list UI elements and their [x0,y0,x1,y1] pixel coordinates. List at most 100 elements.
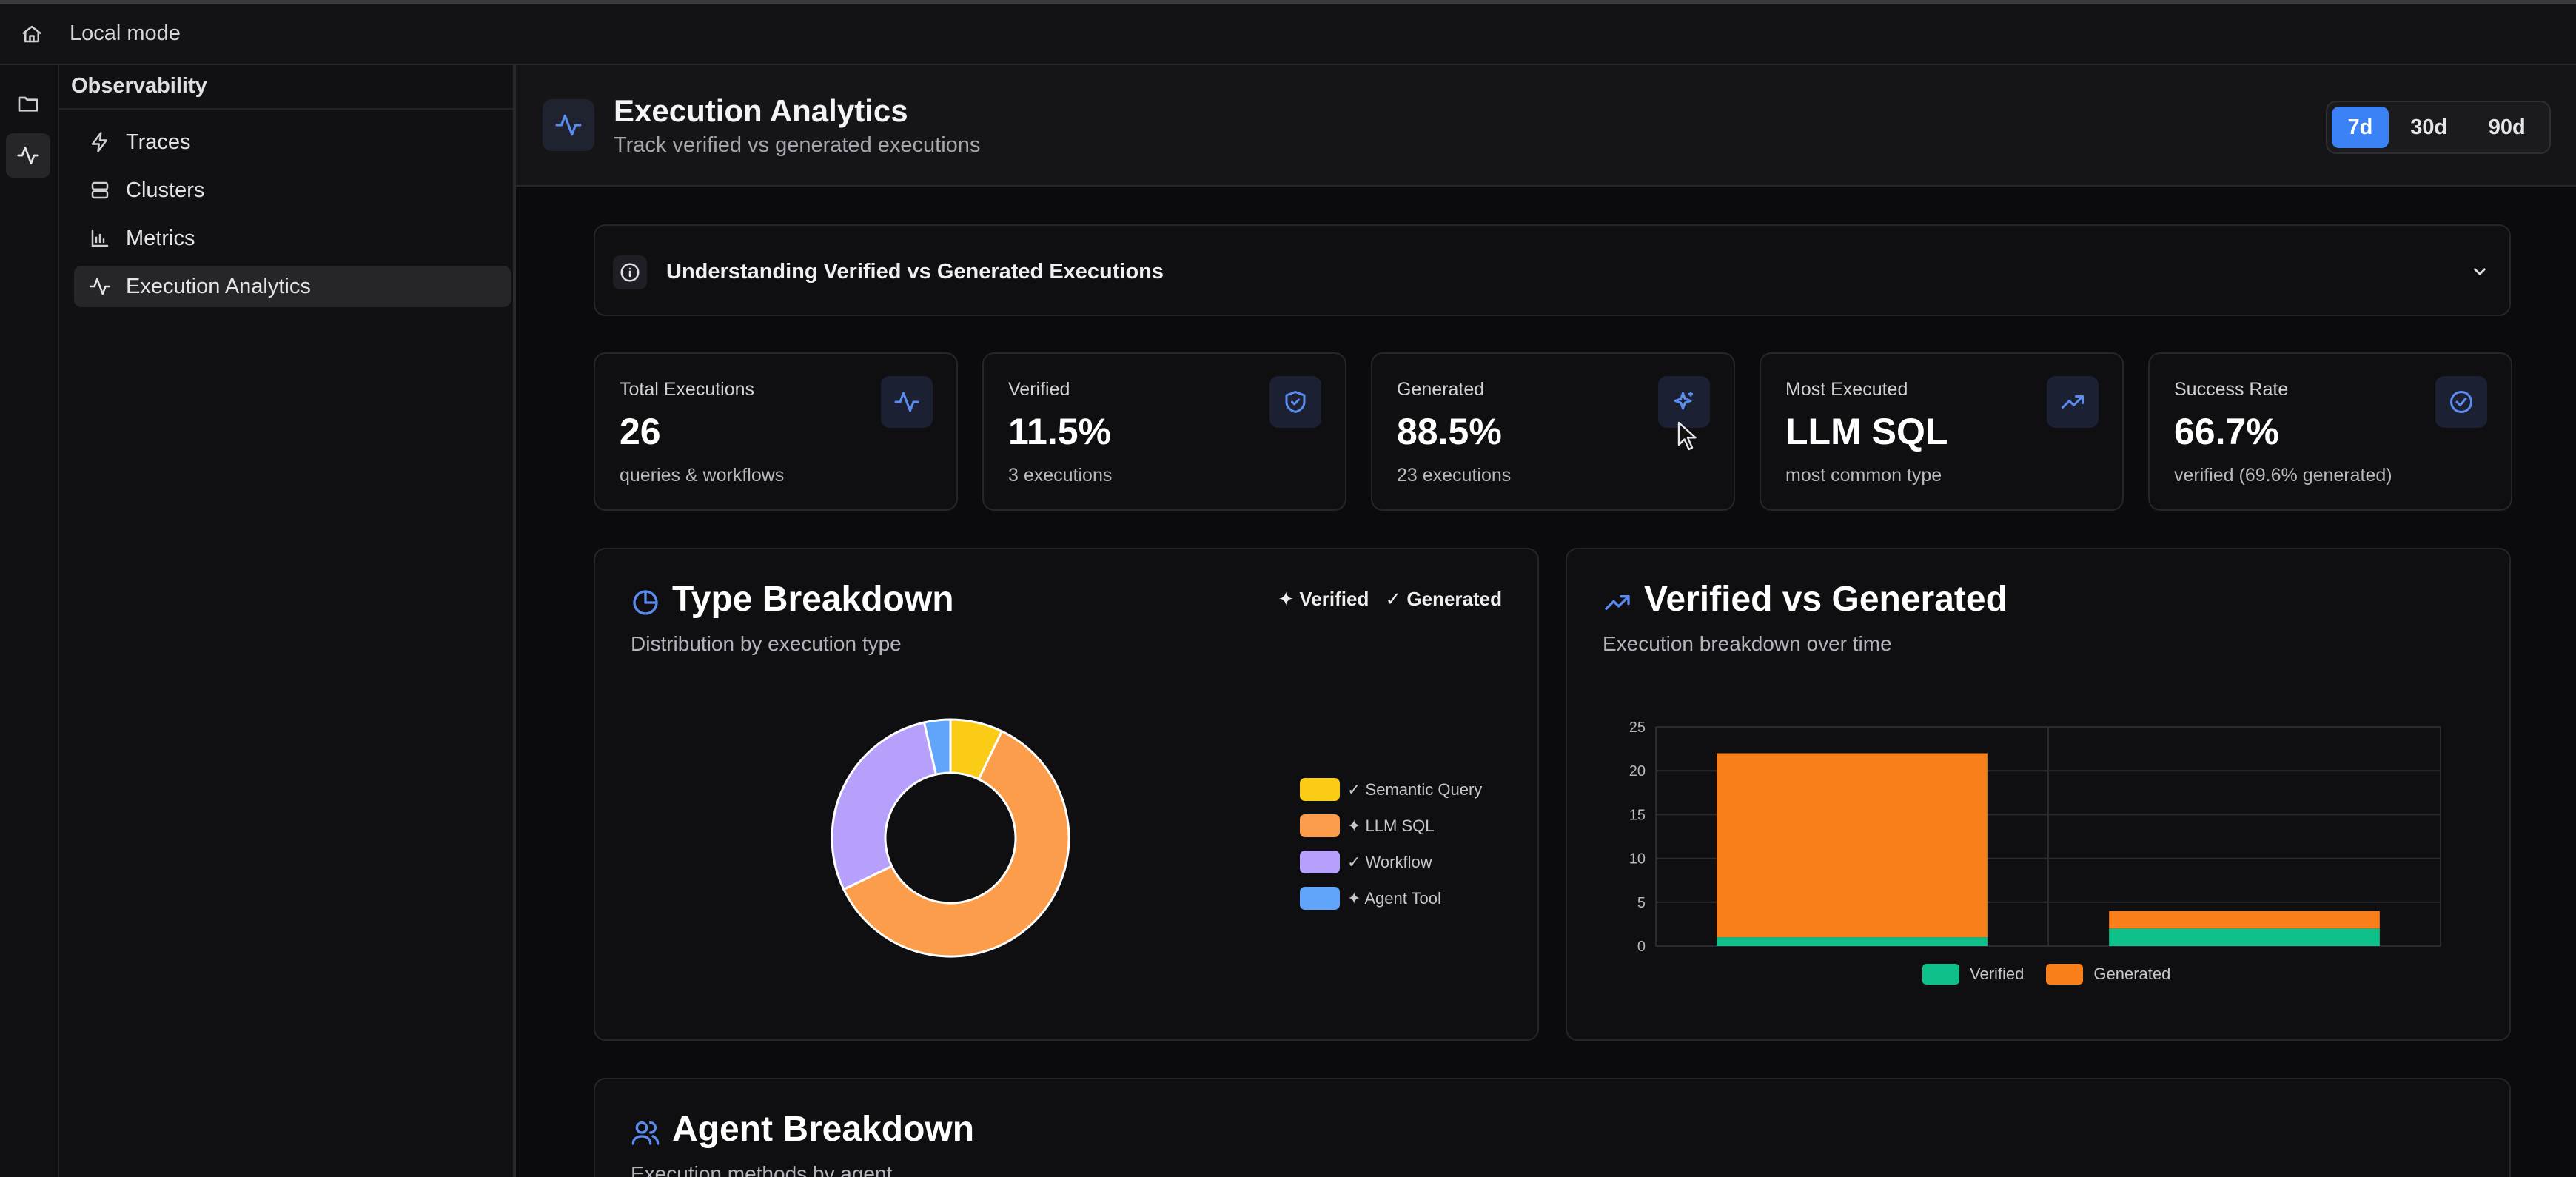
stat-subtext: most common type [1785,465,1942,486]
sparkles-icon [1658,376,1710,428]
stat-card-most-executed: Most Executed LLM SQL most common type [1760,352,2124,511]
legend-label[interactable]: Generated [2093,965,2171,983]
users-icon [629,1116,662,1149]
legend-label: ✓ Semantic Query [1347,779,1483,799]
sidebar-item-label: Clusters [126,178,205,202]
bar-legend: Verified Generated [1922,964,2170,985]
bar-segment-verified[interactable] [1717,937,1988,946]
sidebar-item-label: Traces [126,130,191,154]
stat-card-success-rate: Success Rate 66.7% verified (69.6% gener… [2148,352,2512,511]
method-legend: ✦ Verified ✓ Generated [1278,588,1502,611]
range-90d-button[interactable]: 90d [2488,115,2526,139]
range-7d-button[interactable]: 7d [2332,107,2389,148]
stat-value: 11.5% [1008,411,1112,452]
shield-check-icon [1269,376,1321,428]
bar-chart-icon [86,224,114,252]
sidebar-item-traces[interactable]: Traces [74,121,555,163]
activity-icon [881,376,933,428]
mouse-cursor-icon [1677,421,1697,451]
y-tick-label: 0 [1637,939,1646,955]
time-range-selector: 7d 30d 90d [2326,101,2551,154]
stat-label: Generated [1397,379,1485,400]
top-bar: Local mode [0,0,2576,65]
info-accordion-title: Understanding Verified vs Generated Exec… [666,260,1164,284]
legend-label: ✦ LLM SQL [1347,816,1435,835]
legend-label[interactable]: Verified [1970,965,2025,983]
y-tick-label: 20 [1629,763,1646,779]
page-subtitle: Track verified vs generated executions [614,133,981,157]
legend-generated: ✓ Generated [1385,588,1502,610]
trending-up-icon [1601,586,1634,619]
stat-label: Most Executed [1785,379,1908,400]
stat-subtext: queries & workflows [620,465,785,486]
stat-card-verified: Verified 11.5% 3 executions [982,352,1346,511]
sidebar: Observability Traces Clusters Metrics Ex… [59,65,516,1177]
activity-icon [86,272,114,301]
verified-vs-generated-panel: Verified vs Generated Execution breakdow… [1566,548,2511,1041]
range-30d-button[interactable]: 30d [2410,115,2448,139]
donut-legend: ✓ Semantic Query ✦ LLM SQL ✓ Workflow ✦ Age… [1300,771,1482,916]
pie-chart-icon [629,586,662,619]
legend-verified: ✦ Verified [1278,588,1369,610]
stat-value: 26 [620,411,661,452]
page-title: Execution Analytics [614,93,908,128]
legend-swatch [1922,964,1959,985]
stat-label: Verified [1008,379,1070,400]
stat-label: Total Executions [620,379,755,400]
home-icon[interactable] [16,19,47,50]
legend-swatch [1300,814,1340,837]
legend-item[interactable]: ✓ Semantic Query [1300,771,1482,808]
stat-subtext: 23 executions [1397,465,1512,486]
mode-label: Local mode [70,21,181,45]
panel-subtitle: Execution methods by agent [631,1162,893,1177]
panel-title: Type Breakdown [672,580,954,619]
donut-slice[interactable] [831,721,938,891]
legend-swatch [1300,851,1340,873]
legend-swatch [2046,964,2084,985]
divider [59,108,513,110]
type-breakdown-panel: Type Breakdown Distribution by execution… [594,548,1539,1041]
legend-item[interactable]: ✓ Workflow [1300,844,1482,880]
legend-item[interactable]: ✦ Agent Tool [1300,880,1482,916]
bar-segment-generated[interactable] [1717,753,1988,938]
stat-subtext: 3 executions [1008,465,1113,486]
bar-segment-generated[interactable] [2109,911,2380,929]
legend-item[interactable]: ✦ LLM SQL [1300,808,1482,844]
y-tick-label: 10 [1629,851,1646,868]
stat-value: LLM SQL [1785,411,1948,452]
sidebar-item-label: Metrics [126,226,195,250]
panel-title: Agent Breakdown [672,1110,975,1149]
sidebar-item-label: Execution Analytics [126,274,311,298]
bar-segment-verified[interactable] [2109,928,2380,946]
icon-rail [0,65,59,1177]
check-circle-icon [2435,376,2487,428]
stat-label: Success Rate [2174,379,2289,400]
sidebar-item-clusters[interactable]: Clusters [74,170,555,211]
stat-value: 88.5% [1397,411,1502,452]
zap-icon [86,128,114,156]
panel-subtitle: Distribution by execution type [631,632,902,655]
info-icon [613,255,647,289]
donut-chart [831,718,1070,958]
panel-subtitle: Execution breakdown over time [1603,632,1892,655]
y-tick-label: 5 [1637,895,1646,911]
stat-card-total-executions: Total Executions 26 queries & workflows [594,352,958,511]
sidebar-item-metrics[interactable]: Metrics [74,218,555,259]
legend-swatch [1300,778,1340,801]
legend-label: ✓ Workflow [1347,852,1432,871]
donut-slice[interactable] [842,729,1070,958]
sidebar-item-execution-analytics[interactable]: Execution Analytics [74,266,511,307]
activity-icon[interactable] [6,133,50,178]
legend-swatch [1300,887,1340,910]
server-icon [86,176,114,204]
stacked-bar-chart: 0510152025Jan 18Jan 19 [1629,720,2441,955]
y-tick-label: 25 [1629,720,1646,736]
chevron-down-icon[interactable] [2468,260,2492,284]
stat-card-generated: Generated 88.5% 23 executions [1371,352,1735,511]
folder-icon[interactable] [6,81,50,126]
info-accordion[interactable]: Understanding Verified vs Generated Exec… [594,224,2511,316]
activity-icon [543,99,594,151]
sidebar-section-title: Observability [71,74,207,98]
page-header: Execution Analytics Track verified vs ge… [516,65,2576,187]
stat-value: 66.7% [2174,411,2279,452]
